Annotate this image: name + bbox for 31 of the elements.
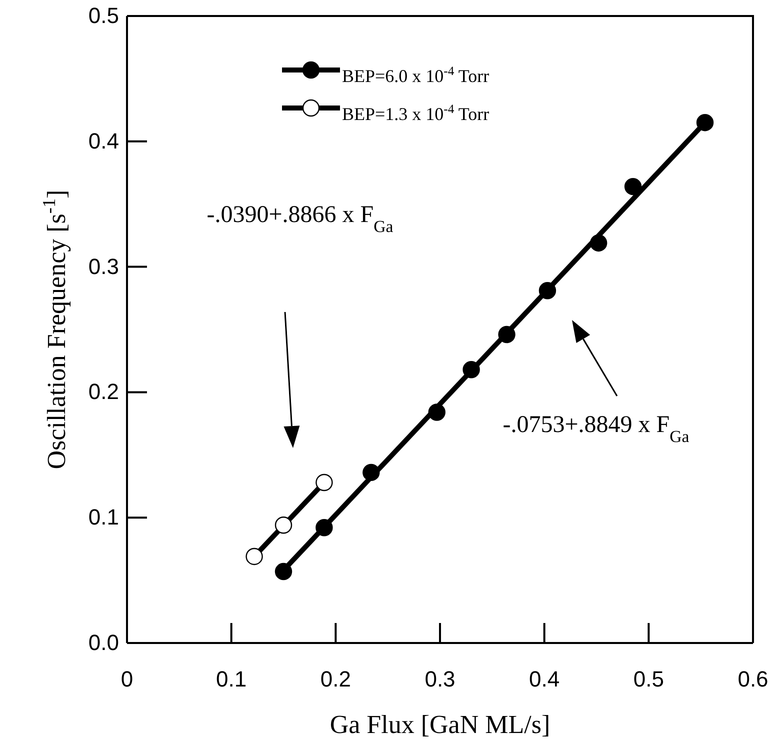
point — [246, 548, 263, 566]
point — [362, 464, 380, 482]
point — [316, 519, 333, 536]
point — [462, 361, 480, 378]
annotation: -.0753+.8849 x F$_{Ga}$ — [502, 412, 690, 446]
y-tick-label: 0.2 — [88, 379, 119, 404]
point — [498, 326, 516, 344]
x-tick-label: 0.6 — [738, 666, 768, 692]
y-tick-label: 0.3 — [88, 254, 119, 279]
legend-label: BEP=6.0 x 10$^{-4}$ Torr — [342, 64, 490, 86]
y-tick-label: 0.5 — [88, 3, 119, 28]
x-axis-title: Ga Flux [GaN ML/s] — [330, 710, 550, 739]
y-tick-label: 0.0 — [88, 630, 119, 656]
point — [590, 234, 608, 252]
point — [624, 178, 642, 196]
x-tick-label: 0.5 — [633, 666, 664, 692]
x-tick-label: 0.3 — [424, 666, 456, 692]
x-tick-label: 0.1 — [216, 666, 247, 692]
point — [274, 516, 292, 534]
point — [696, 114, 714, 132]
x-tick-label: 0 — [120, 666, 134, 692]
legend-label: BEP=1.3 x 10$^{-4}$ Torr — [342, 102, 490, 124]
y-tick-label: 0.4 — [88, 128, 119, 154]
annotation: -.0390+.8866 x F$_{Ga}$ — [206, 202, 394, 236]
x-tick-label: 0.4 — [529, 666, 560, 692]
point — [538, 282, 556, 300]
x-tick-label: 0.2 — [320, 666, 351, 692]
point — [428, 404, 446, 421]
y-tick-label: 0.1 — [88, 504, 119, 530]
point — [274, 562, 292, 580]
point — [316, 474, 333, 492]
